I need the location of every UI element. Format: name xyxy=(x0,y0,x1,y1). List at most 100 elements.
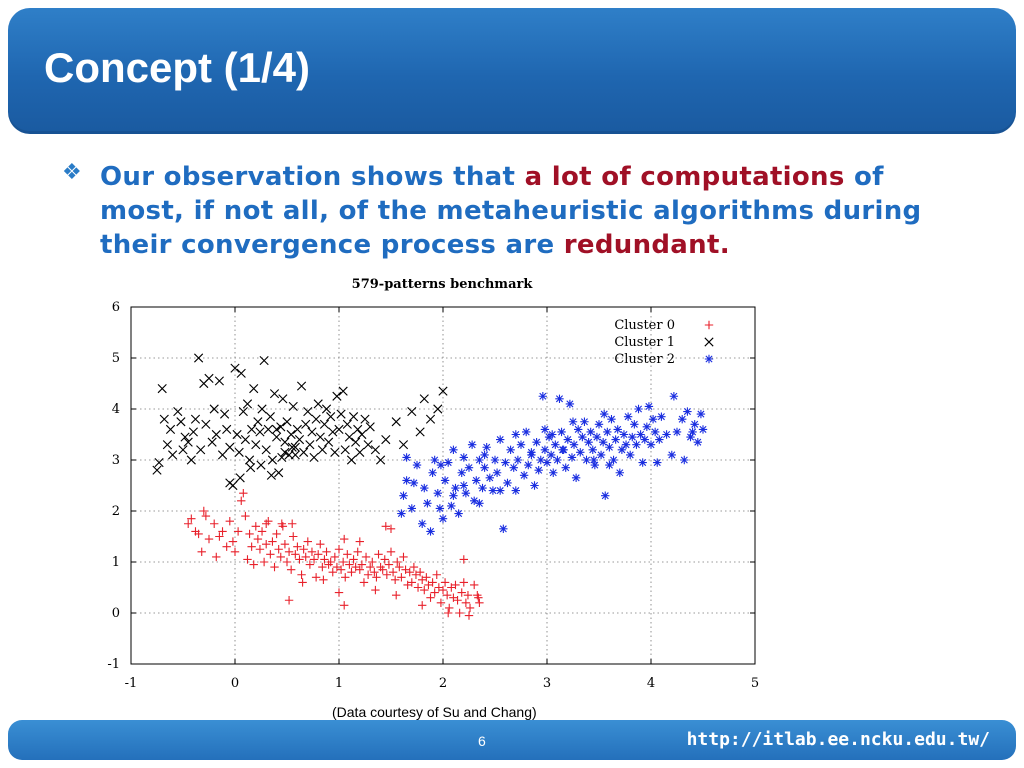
data-point xyxy=(459,578,468,587)
y-tick-label: -1 xyxy=(107,657,120,672)
data-point xyxy=(650,427,660,437)
data-point xyxy=(540,445,550,454)
data-point xyxy=(266,550,275,559)
data-point xyxy=(237,496,246,505)
data-point xyxy=(194,529,203,539)
data-point xyxy=(355,565,364,574)
data-point xyxy=(222,424,232,434)
data-point xyxy=(270,562,279,572)
data-point xyxy=(662,430,671,439)
data-point xyxy=(249,384,259,394)
legend-label: Cluster 0 xyxy=(614,318,675,333)
data-point xyxy=(190,414,201,424)
data-point xyxy=(630,420,639,429)
data-point xyxy=(340,534,349,544)
data-point xyxy=(667,450,676,460)
data-point xyxy=(490,455,500,465)
data-point xyxy=(288,519,297,528)
data-point xyxy=(563,435,572,444)
data-point xyxy=(225,442,235,452)
data-point xyxy=(297,570,306,579)
data-point xyxy=(374,550,383,559)
data-point xyxy=(444,608,453,618)
data-point xyxy=(253,417,263,427)
data-point xyxy=(357,560,367,569)
data-point xyxy=(299,545,308,554)
data-point xyxy=(402,476,411,485)
data-point xyxy=(228,537,238,546)
y-tick-label: 1 xyxy=(112,555,120,570)
data-point xyxy=(582,455,591,465)
data-point xyxy=(470,496,479,505)
legend-marker xyxy=(704,337,714,347)
data-point xyxy=(201,511,211,521)
data-point xyxy=(290,450,300,460)
data-point xyxy=(409,478,419,488)
data-point xyxy=(199,506,208,516)
data-point xyxy=(409,562,419,572)
data-point xyxy=(534,466,543,475)
series-1 xyxy=(152,353,448,491)
data-point xyxy=(292,424,302,434)
data-point xyxy=(415,427,425,437)
data-point xyxy=(605,460,614,470)
data-point xyxy=(509,463,518,472)
data-point xyxy=(347,568,356,577)
data-point xyxy=(589,455,598,465)
data-point xyxy=(301,552,310,562)
data-point xyxy=(360,414,370,424)
data-point xyxy=(496,486,505,495)
data-point xyxy=(294,435,305,445)
data-point xyxy=(262,539,271,549)
data-point xyxy=(536,455,545,465)
data-point xyxy=(371,585,380,595)
data-point xyxy=(366,562,375,572)
data-point xyxy=(370,445,380,455)
data-point xyxy=(420,483,429,493)
data-point xyxy=(353,547,362,556)
legend-marker xyxy=(704,354,714,364)
data-point xyxy=(418,519,427,528)
data-point xyxy=(355,537,364,546)
data-point xyxy=(162,440,172,450)
data-point xyxy=(435,504,445,513)
data-point xyxy=(340,445,350,455)
data-point xyxy=(230,547,240,556)
data-point xyxy=(343,550,352,559)
data-point xyxy=(422,573,431,582)
data-point xyxy=(311,573,321,582)
data-point xyxy=(204,373,214,383)
data-point xyxy=(445,603,454,613)
bullet-point: ❖ Our observation shows that a lot of co… xyxy=(62,160,922,262)
data-point xyxy=(381,435,391,445)
data-point xyxy=(454,509,463,518)
data-point xyxy=(319,575,328,585)
x-tick-label: 3 xyxy=(543,676,551,691)
legend-label: Cluster 1 xyxy=(614,335,675,350)
data-point xyxy=(157,384,167,394)
data-point xyxy=(407,406,417,417)
data-point xyxy=(399,491,408,500)
footer-url-link[interactable]: http://itlab.ee.ncku.edu.tw/ xyxy=(686,729,990,750)
data-point xyxy=(211,429,221,440)
data-point xyxy=(209,404,219,414)
footer-bar xyxy=(8,720,1016,760)
data-point xyxy=(290,442,300,452)
y-tick-label: 6 xyxy=(112,300,120,315)
data-point xyxy=(391,417,401,427)
data-point xyxy=(567,453,577,462)
y-tick-label: 3 xyxy=(112,453,120,468)
data-point xyxy=(365,422,375,432)
data-point xyxy=(284,547,294,556)
data-point xyxy=(328,427,338,437)
data-point xyxy=(293,542,302,551)
data-point xyxy=(438,585,448,595)
data-point xyxy=(238,406,248,417)
data-point xyxy=(321,404,332,414)
data-point xyxy=(492,468,502,477)
data-point xyxy=(447,501,456,511)
data-point xyxy=(165,424,176,434)
data-point xyxy=(392,590,401,600)
data-point xyxy=(280,447,290,457)
